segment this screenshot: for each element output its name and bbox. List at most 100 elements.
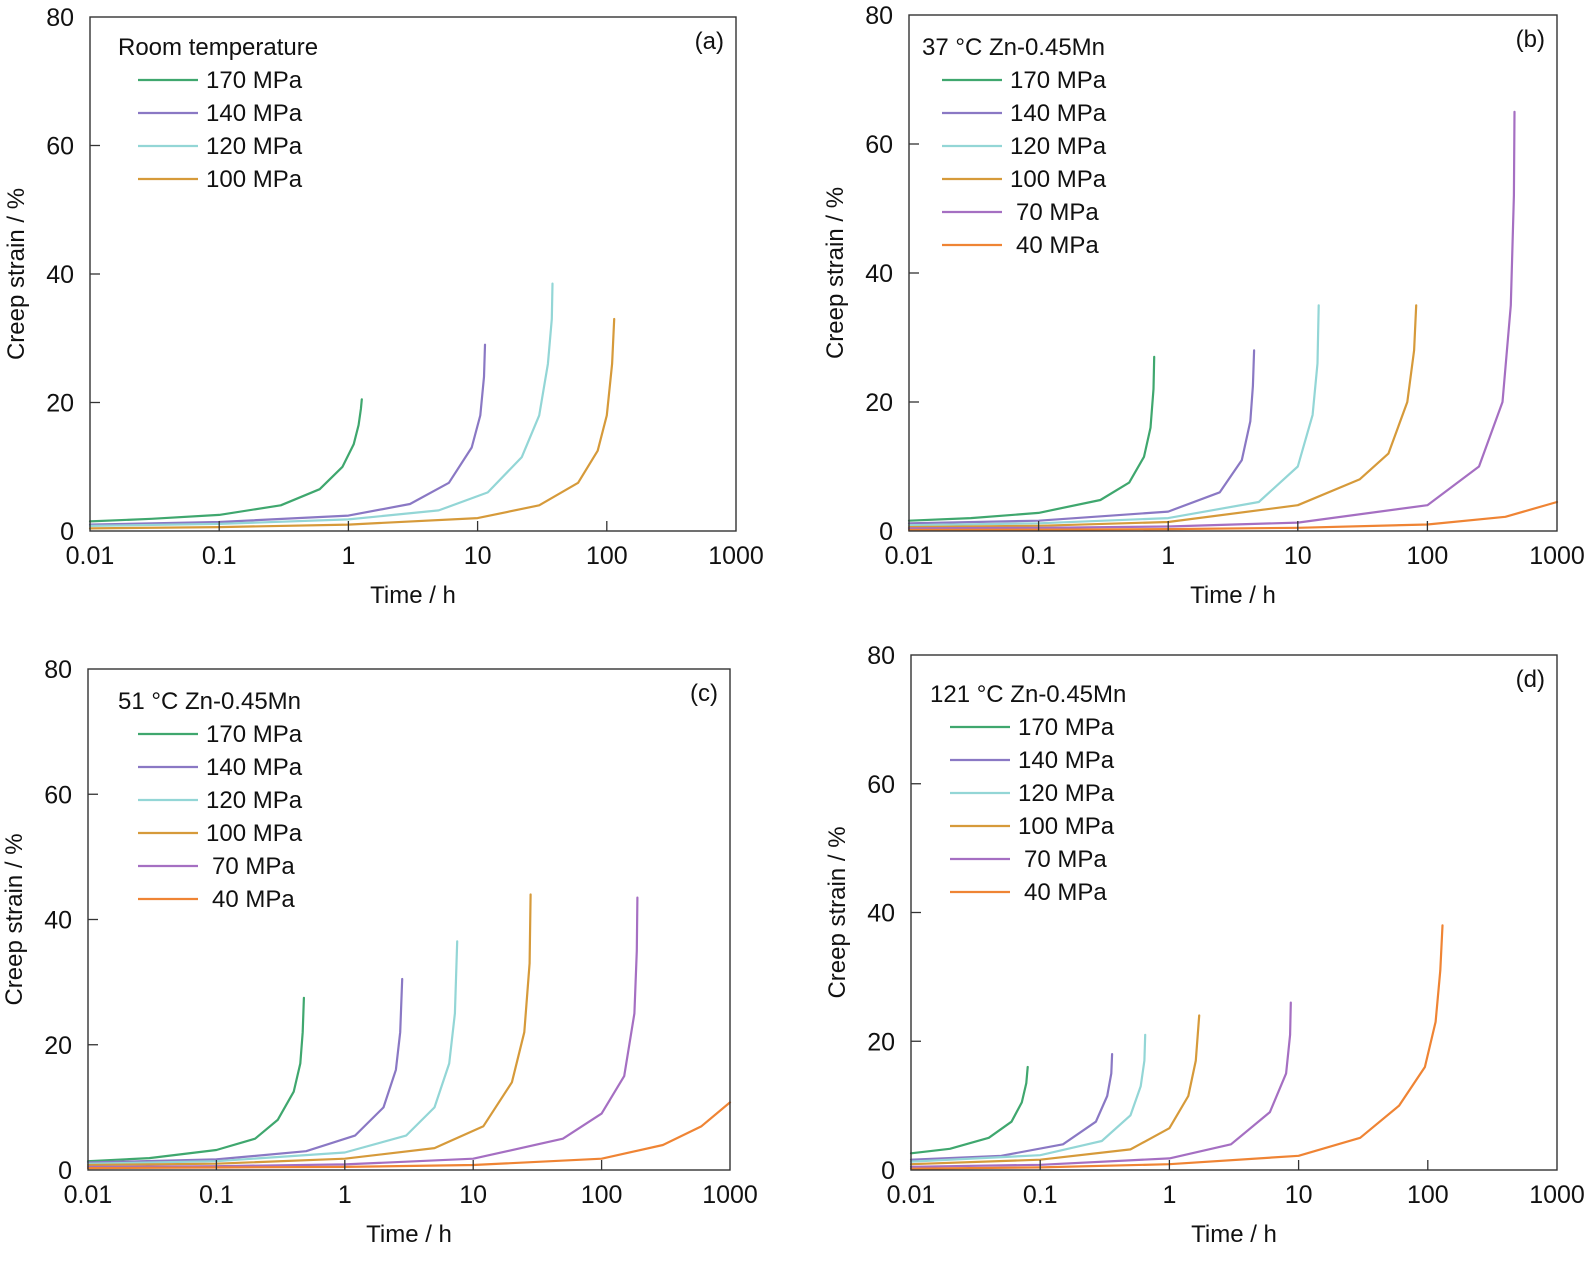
legend-label: 70 MPa [1016, 199, 1099, 226]
x-tick-label: 10 [464, 542, 492, 570]
chart-panel-c: 0 20 40 60 80 0.01 0.1 1 10 100 1000 Time / h Creep … [1, 656, 758, 1248]
y-tick-label: 60 [865, 131, 893, 159]
x-tick-label: 1 [1161, 542, 1175, 570]
legend-label: 140 MPa [206, 100, 303, 127]
panel-tag: (a) [695, 28, 724, 55]
y-tick-label: 60 [46, 133, 74, 161]
chart-panel-b: 0 20 40 60 80 0.01 0.1 1 10 100 1000 Time / h Creep … [822, 2, 1585, 609]
legend: 37 °C Zn-0.45Mn 170 MPa 140 MPa 120 MPa 100 … [922, 34, 1107, 259]
x-tick-label: 1 [338, 1181, 352, 1209]
x-axis-title: Time / h [1191, 1221, 1277, 1248]
y-axis-title: Creep strain / % [1, 833, 28, 1005]
x-tick-label: 0.01 [887, 1181, 936, 1209]
legend-label: 170 MPa [206, 67, 303, 94]
x-tick-label: 100 [1407, 542, 1449, 570]
y-tick-label: 80 [46, 4, 74, 32]
legend-label: 120 MPa [1010, 133, 1107, 160]
legend: 121 °C Zn-0.45Mn 170 MPa 140 MPa 120 MPa 100… [930, 681, 1126, 906]
series-line-70-mpa [86, 896, 639, 1168]
y-tick-label: 0 [879, 518, 893, 546]
y-tick-label: 40 [44, 907, 72, 935]
x-tick-label: 100 [1407, 1181, 1449, 1209]
series-line-140-mpa [88, 343, 487, 526]
series-line-140-mpa [86, 977, 404, 1164]
legend-label: 170 MPa [1018, 714, 1115, 741]
legend-label: 120 MPa [206, 787, 303, 814]
y-tick-label: 0 [60, 518, 74, 546]
plot-frame [89, 16, 737, 532]
y-tick-label: 40 [867, 900, 895, 928]
plot-frame [87, 668, 731, 1171]
legend-label: 140 MPa [206, 754, 303, 781]
legend-label: 40 MPa [1024, 879, 1107, 906]
y-tick-label: 40 [865, 260, 893, 288]
x-tick-label: 0.01 [885, 542, 934, 570]
series-group [909, 924, 1444, 1170]
series-line-100-mpa [88, 317, 616, 530]
series-group [86, 893, 732, 1170]
series-line-120-mpa [86, 940, 459, 1165]
y-tick-label: 20 [865, 389, 893, 417]
legend-label: 140 MPa [1010, 100, 1107, 127]
y-tick-label: 80 [867, 642, 895, 670]
series-line-170-mpa [909, 1065, 1029, 1155]
y-tick-label: 0 [881, 1157, 895, 1185]
legend-label: 120 MPa [206, 133, 303, 160]
y-tick-label: 20 [44, 1032, 72, 1060]
y-tick-label: 60 [44, 781, 72, 809]
legend-title: 51 °C Zn-0.45Mn [118, 688, 301, 715]
legend-label: 70 MPa [212, 853, 295, 880]
y-axis-title: Creep strain / % [824, 826, 851, 998]
legend-title: Room temperature [118, 34, 318, 61]
series-line-120-mpa [88, 282, 554, 527]
chart-panel-d: 0 20 40 60 80 0.01 0.1 1 10 100 1000 Time / h Creep … [824, 642, 1585, 1248]
y-tick-label: 80 [44, 656, 72, 684]
x-tick-label: 1000 [708, 542, 764, 570]
legend: Room temperature 170 MPa 140 MPa 120 MPa 100… [118, 34, 318, 193]
legend-label: 100 MPa [1018, 813, 1115, 840]
x-tick-label: 0.1 [1021, 542, 1056, 570]
x-tick-label: 1 [1162, 1181, 1176, 1209]
series-line-40-mpa [86, 1101, 732, 1170]
y-tick-label: 60 [867, 771, 895, 799]
x-axis-title: Time / h [366, 1221, 452, 1248]
y-axis-title: Creep strain / % [822, 187, 849, 359]
x-axis-title: Time / h [370, 582, 456, 609]
panel-tag: (b) [1516, 26, 1545, 53]
series-line-140-mpa [907, 349, 1256, 525]
x-axis-title: Time / h [1190, 582, 1276, 609]
x-tick-label: 10 [459, 1181, 487, 1209]
x-tick-label: 1 [341, 542, 355, 570]
legend-label: 100 MPa [206, 820, 303, 847]
legend-label: 40 MPa [1016, 232, 1099, 259]
series-line-70-mpa [907, 110, 1516, 530]
y-tick-label: 20 [46, 390, 74, 418]
x-tick-label: 0.1 [199, 1181, 234, 1209]
series-line-100-mpa [909, 1014, 1201, 1166]
y-axis-title: Creep strain / % [3, 188, 30, 360]
legend-label: 40 MPa [212, 886, 295, 913]
legend-title: 121 °C Zn-0.45Mn [930, 681, 1126, 708]
series-line-40-mpa [909, 924, 1444, 1170]
x-tick-label: 1000 [1529, 1181, 1585, 1209]
series-line-120-mpa [907, 304, 1320, 527]
x-tick-label: 1000 [1529, 542, 1585, 570]
legend-label: 140 MPa [1018, 747, 1115, 774]
series-group [907, 110, 1559, 532]
legend-label: 120 MPa [1018, 780, 1115, 807]
x-tick-label: 1000 [702, 1181, 758, 1209]
legend-label: 100 MPa [206, 166, 303, 193]
legend-label: 170 MPa [206, 721, 303, 748]
x-tick-label: 100 [586, 542, 628, 570]
series-line-140-mpa [909, 1053, 1114, 1161]
x-tick-label: 0.01 [64, 1181, 113, 1209]
x-tick-label: 0.1 [1023, 1181, 1058, 1209]
series-line-100-mpa [907, 304, 1418, 529]
panel-tag: (d) [1516, 666, 1545, 693]
chart-panel-a: 0 20 40 60 80 0.01 0.1 1 10 100 1000 Time / h Creep … [3, 4, 764, 609]
x-tick-label: 100 [581, 1181, 623, 1209]
x-tick-label: 0.1 [202, 542, 237, 570]
series-line-70-mpa [909, 1001, 1292, 1168]
series-line-170-mpa [86, 996, 305, 1163]
